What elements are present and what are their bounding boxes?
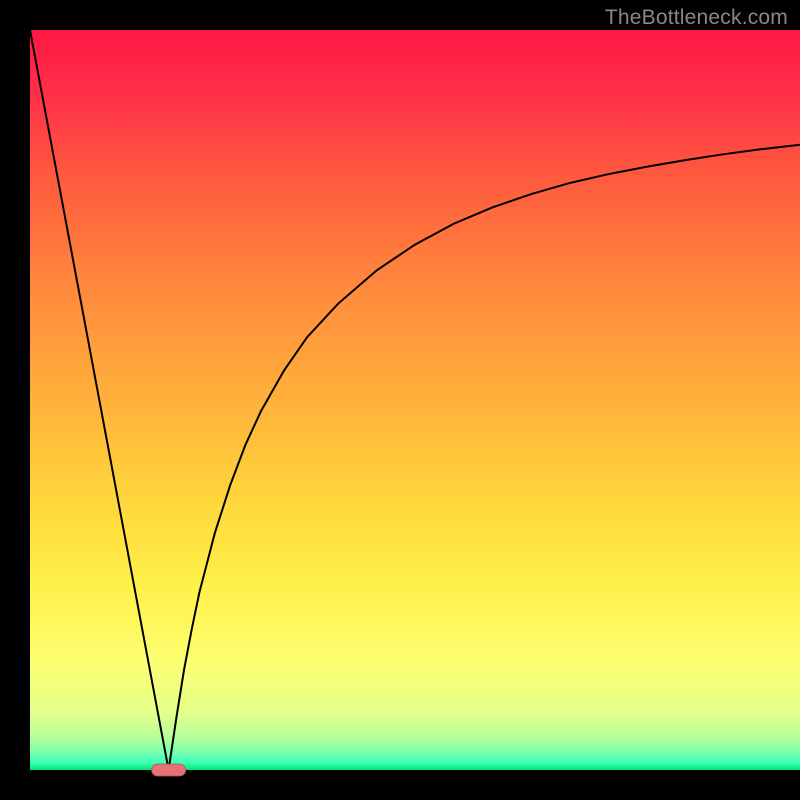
plot-background-gradient bbox=[30, 30, 800, 770]
bottleneck-curve-chart bbox=[0, 0, 800, 800]
chart-container: TheBottleneck.com bbox=[0, 0, 800, 800]
watermark-text: TheBottleneck.com bbox=[605, 6, 788, 30]
dip-marker bbox=[152, 764, 186, 776]
